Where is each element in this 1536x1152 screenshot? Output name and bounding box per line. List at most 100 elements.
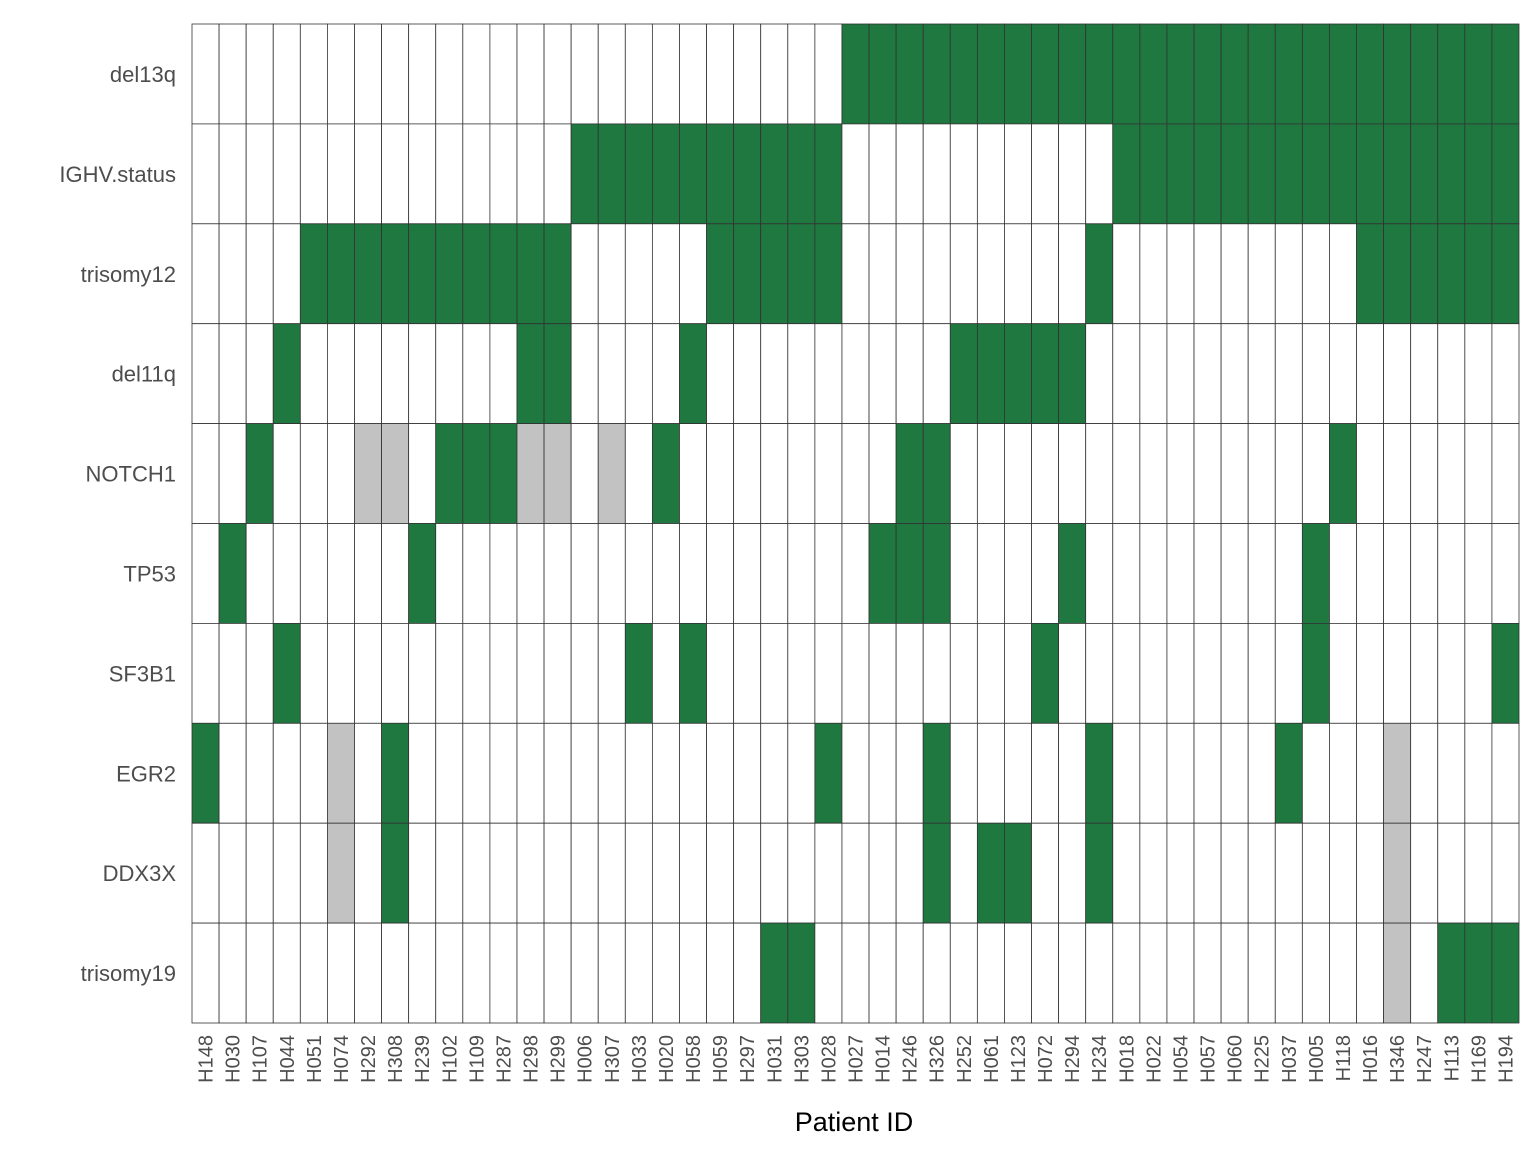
heatmap-cell-trisomy19-H033 [624, 922, 653, 1024]
heatmap-cell-TP53-H051 [299, 523, 328, 624]
heatmap-cell-SF3B1-H234 [1085, 623, 1114, 724]
heatmap-cell-trisomy19-H308 [381, 922, 410, 1024]
x-tick-label: H016 [1360, 1035, 1382, 1083]
x-tick-label: H044 [277, 1035, 299, 1083]
heatmap-cell-EGR2-H059 [706, 722, 735, 824]
heatmap-cell-trisomy19-H028 [814, 922, 843, 1024]
heatmap-cell-trisomy19-H058 [679, 922, 707, 1024]
heatmap-cell-TP53-H107 [245, 523, 274, 624]
heatmap-cell-del11q-H298 [516, 323, 545, 425]
x-tick-label: H109 [466, 1035, 488, 1083]
heatmap-cell-EGR2-H054 [1166, 722, 1195, 824]
heatmap-cell-EGR2-H060 [1220, 722, 1249, 824]
heatmap-cell-trisomy12-H169 [1464, 223, 1493, 325]
heatmap-cell-del13q-H022 [1139, 23, 1168, 125]
heatmap-cell-EGR2-H194 [1491, 722, 1520, 824]
heatmap-cell-DDX3X-H246 [895, 822, 924, 924]
heatmap-cell-SF3B1-H028 [814, 623, 843, 724]
heatmap-cell-NOTCH1-H287 [489, 423, 518, 524]
heatmap-cell-DDX3X-H060 [1220, 822, 1249, 924]
heatmap-cell-trisomy19-H018 [1112, 922, 1141, 1024]
heatmap-cell-SF3B1-H051 [299, 623, 328, 724]
heatmap-cell-TP53-H246 [895, 523, 924, 624]
heatmap-cell-IGHV.status-H118 [1329, 123, 1357, 225]
heatmap-cell-del11q-H148 [191, 323, 220, 425]
x-axis-labels: H148 H030 H107 H044 H051 H074 H292 H308 H239 H102… [196, 1035, 1518, 1083]
x-tick-label: H308 [385, 1035, 407, 1083]
heatmap-cell-del11q-H061 [976, 323, 1005, 425]
heatmap-cell-IGHV.status-H018 [1112, 123, 1141, 225]
x-tick-label: H303 [791, 1035, 813, 1083]
heatmap-cell-DDX3X-H005 [1301, 822, 1330, 924]
x-tick-label: H299 [548, 1035, 570, 1083]
heatmap-cell-del13q-H252 [949, 23, 978, 125]
heatmap-cell-trisomy19-H292 [354, 922, 382, 1024]
heatmap-cell-DDX3X-H148 [191, 822, 220, 924]
x-tick-label: H074 [331, 1035, 353, 1083]
x-tick-label: H072 [1035, 1035, 1057, 1083]
heatmap-cell-TP53-H074 [327, 523, 355, 624]
x-tick-label: H030 [223, 1035, 245, 1083]
heatmap-cell-del11q-H246 [895, 323, 924, 425]
x-tick-label: H059 [710, 1035, 732, 1083]
heatmap-cell-del11q-H303 [787, 323, 816, 425]
heatmap-cell-del13q-H239 [408, 23, 437, 125]
heatmap-cell-trisomy12-H287 [489, 223, 518, 325]
heatmap-cell-TP53-H299 [543, 523, 572, 624]
heatmap-cell-TP53-H072 [1031, 523, 1060, 624]
heatmap-cell-del11q-H292 [354, 323, 382, 425]
y-tick-label: TP53 [123, 561, 176, 586]
heatmap-cell-NOTCH1-H054 [1166, 423, 1195, 524]
heatmap-cell-EGR2-H030 [218, 722, 247, 824]
heatmap-cell-DDX3X-H054 [1166, 822, 1195, 924]
heatmap-cell-SF3B1-H225 [1247, 623, 1276, 724]
heatmap-cell-SF3B1-H346 [1383, 623, 1412, 724]
heatmap-cell-del13q-H028 [814, 23, 843, 125]
heatmap-cell-del13q-H033 [624, 23, 653, 125]
heatmap-cell-trisomy19-H234 [1085, 922, 1114, 1024]
heatmap-cell-trisomy19-H006 [570, 922, 599, 1024]
heatmap-cell-DDX3X-H074 [327, 822, 355, 924]
heatmap-cell-IGHV.status-H307 [597, 123, 626, 225]
heatmap-cell-SF3B1-H037 [1274, 623, 1303, 724]
heatmap-cell-IGHV.status-H014 [868, 123, 897, 225]
heatmap-cell-NOTCH1-H027 [841, 423, 870, 524]
heatmap-cells [191, 23, 1520, 1024]
x-tick-label: H194 [1495, 1035, 1517, 1083]
x-tick-label: H246 [900, 1035, 922, 1083]
heatmap-cell-del13q-H294 [1058, 23, 1087, 125]
heatmap-cell-NOTCH1-H247 [1410, 423, 1439, 524]
heatmap-cell-IGHV.status-H294 [1058, 123, 1087, 225]
heatmap-cell-DDX3X-H225 [1247, 822, 1276, 924]
heatmap-cell-trisomy12-H246 [895, 223, 924, 325]
heatmap-cell-trisomy12-H107 [245, 223, 274, 325]
x-tick-label: H058 [683, 1035, 705, 1083]
x-tick-label: H294 [1062, 1035, 1084, 1083]
heatmap-cell-DDX3X-H299 [543, 822, 572, 924]
heatmap-cell-EGR2-H109 [462, 722, 491, 824]
heatmap-cell-del11q-H060 [1220, 323, 1249, 425]
x-tick-label: H123 [1008, 1035, 1030, 1083]
x-tick-label: H033 [629, 1035, 651, 1083]
x-tick-label: H297 [737, 1035, 759, 1083]
heatmap-cell-del11q-H225 [1247, 323, 1276, 425]
heatmap-cell-NOTCH1-H299 [543, 423, 572, 524]
heatmap-cell-trisomy19-H298 [516, 922, 545, 1024]
heatmap-cell-del11q-H294 [1058, 323, 1087, 425]
heatmap-cell-SF3B1-H014 [868, 623, 897, 724]
heatmap-cell-EGR2-H225 [1247, 722, 1276, 824]
x-tick-label: H148 [196, 1035, 218, 1083]
heatmap-cell-SF3B1-H246 [895, 623, 924, 724]
heatmap-cell-trisomy19-H059 [706, 922, 735, 1024]
heatmap-cell-trisomy12-H044 [272, 223, 301, 325]
heatmap-cell-NOTCH1-H028 [814, 423, 843, 524]
heatmap-cell-del11q-H054 [1166, 323, 1195, 425]
heatmap-cell-DDX3X-H113 [1437, 822, 1466, 924]
heatmap-cell-DDX3X-H303 [787, 822, 816, 924]
heatmap-cell-SF3B1-H294 [1058, 623, 1087, 724]
heatmap-cell-IGHV.status-H037 [1274, 123, 1303, 225]
x-tick-label: H054 [1170, 1035, 1192, 1083]
heatmap-cell-NOTCH1-H044 [272, 423, 301, 524]
heatmap-cell-EGR2-H234 [1085, 722, 1114, 824]
